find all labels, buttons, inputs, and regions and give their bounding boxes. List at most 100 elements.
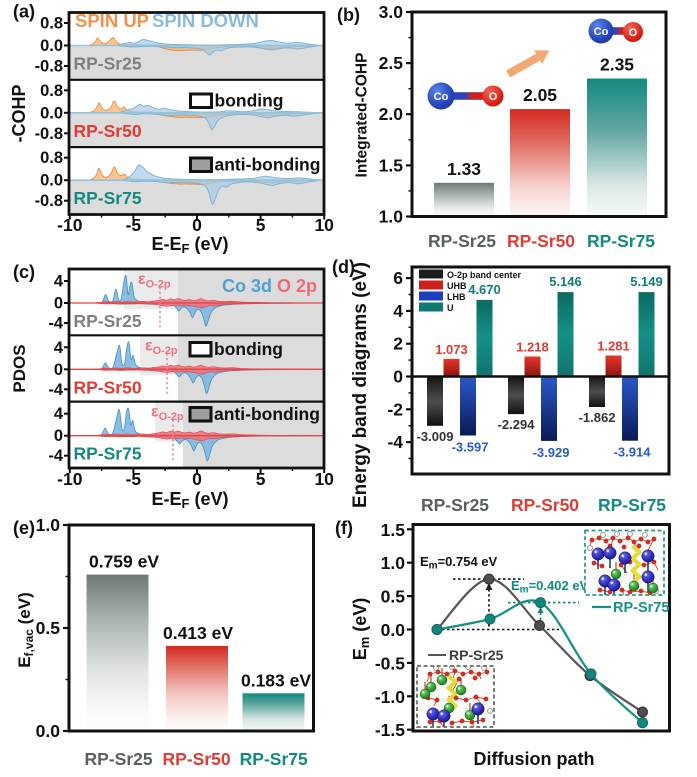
svg-text:-0.8: -0.8 [35,192,63,210]
svg-text:0.0: 0.0 [40,172,63,190]
svg-text:-10: -10 [57,469,83,489]
svg-text:0.0: 0.0 [40,104,63,122]
svg-text:RP-Sr50: RP-Sr50 [507,231,575,251]
svg-text:-4: -4 [48,381,63,399]
svg-text:4: 4 [393,301,403,321]
svg-text:2.05: 2.05 [523,85,557,105]
svg-text:Co 3d: Co 3d [222,276,272,296]
svg-text:0: 0 [54,427,63,445]
svg-text:0.413 eV: 0.413 eV [163,623,233,643]
svg-text:Ef,vac (eV): Ef,vac (eV) [15,592,36,668]
svg-text:-0.8: -0.8 [35,58,63,76]
svg-text:5.149: 5.149 [630,274,663,289]
svg-text:0.0: 0.0 [40,37,63,55]
svg-text:0: 0 [192,215,202,235]
svg-text:1.218: 1.218 [516,340,549,355]
svg-text:1.0: 1.0 [379,207,404,227]
svg-text:SPIN DOWN: SPIN DOWN [152,10,259,31]
svg-text:0.8: 0.8 [40,149,63,167]
svg-text:1.0: 1.0 [36,515,61,535]
svg-text:(a): (a) [13,2,35,22]
svg-text:RP-Sr75: RP-Sr75 [598,495,666,515]
svg-text:0.5: 0.5 [381,587,406,607]
svg-text:E-EF (eV): E-EF (eV) [152,234,229,256]
svg-text:RP-Sr50: RP-Sr50 [163,749,231,769]
svg-text:1.281: 1.281 [597,339,630,354]
svg-text:RP-Sr25: RP-Sr25 [428,231,496,251]
svg-text:RP-Sr75: RP-Sr75 [74,188,142,208]
svg-text:SPIN UP: SPIN UP [75,10,149,31]
svg-text:0.759 eV: 0.759 eV [89,552,159,572]
svg-text:Integrated-COHP: Integrated-COHP [354,53,371,178]
svg-text:1.5: 1.5 [379,155,404,175]
svg-text:(f): (f) [335,518,353,538]
svg-text:RP-Sr75: RP-Sr75 [587,231,655,251]
svg-text:-3.009: -3.009 [417,429,454,444]
svg-text:0: 0 [393,367,403,387]
svg-text:-4: -4 [48,315,63,333]
svg-text:2: 2 [393,334,403,354]
svg-text:O: O [489,91,498,103]
svg-text:4: 4 [54,405,64,423]
svg-text:-1.862: -1.862 [579,410,616,425]
svg-text:-10: -10 [57,215,83,235]
svg-text:0: 0 [192,469,202,489]
svg-text:-5: -5 [126,469,142,489]
svg-text:5: 5 [256,469,266,489]
svg-text:10: 10 [314,215,334,235]
svg-text:RP-Sr25: RP-Sr25 [421,495,489,515]
svg-text:Diffusion path: Diffusion path [474,749,595,769]
svg-text:1.0: 1.0 [381,553,406,573]
svg-text:0.8: 0.8 [40,82,63,100]
svg-text:bonding: bonding [214,339,283,359]
svg-text:Co: Co [594,26,609,38]
svg-text:2.0: 2.0 [379,104,404,124]
svg-text:-4: -4 [48,447,63,465]
svg-text:0: 0 [54,295,63,313]
svg-text:0: 0 [54,361,63,379]
svg-text:Em (eV): Em (eV) [350,598,372,661]
svg-text:-1.5: -1.5 [375,720,405,740]
svg-text:1.073: 1.073 [435,342,468,357]
svg-text:5.146: 5.146 [549,274,582,289]
svg-text:anti-bonding: anti-bonding [214,404,320,424]
svg-text:4.670: 4.670 [468,282,501,297]
svg-text:3.0: 3.0 [379,2,404,22]
svg-text:0.0: 0.0 [381,620,406,640]
svg-text:0.8: 0.8 [40,15,63,33]
svg-text:RP-Sr50: RP-Sr50 [74,377,142,397]
svg-text:-5: -5 [126,215,142,235]
svg-text:-0.5: -0.5 [375,653,405,673]
svg-text:bonding: bonding [215,91,284,111]
svg-text:-1.0: -1.0 [375,687,405,707]
svg-text:Energy band diagrams (eV): Energy band diagrams (eV) [350,262,371,508]
svg-text:RP-Sr75: RP-Sr75 [74,444,142,464]
svg-text:6: 6 [393,268,403,288]
svg-text:2.5: 2.5 [379,53,404,73]
svg-text:-2.294: -2.294 [498,417,536,432]
svg-text:1.33: 1.33 [447,159,481,179]
svg-text:RP-Sr75: RP-Sr75 [613,600,669,616]
svg-text:-3.597: -3.597 [452,440,489,455]
svg-text:(d): (d) [332,257,355,277]
svg-text:E-EF (eV): E-EF (eV) [152,489,229,511]
svg-text:(e): (e) [13,518,35,538]
svg-text:2.35: 2.35 [600,55,634,75]
svg-text:-0.8: -0.8 [35,125,63,143]
svg-text:RP-Sr50: RP-Sr50 [74,121,142,141]
svg-text:RP-Sr25: RP-Sr25 [85,749,153,769]
svg-text:RP-Sr25: RP-Sr25 [74,54,142,74]
svg-text:O 2p: O 2p [277,276,317,296]
svg-text:O-2p band center: O-2p band center [447,270,522,280]
svg-text:4: 4 [54,273,64,291]
svg-text:RP-Sr25: RP-Sr25 [449,647,504,663]
svg-text:0.0: 0.0 [36,721,61,741]
svg-text:5: 5 [256,215,266,235]
svg-text:LHB: LHB [447,292,466,302]
svg-text:4: 4 [54,339,64,357]
svg-text:Em=0.402 eV: Em=0.402 eV [511,578,589,596]
svg-text:0.183 eV: 0.183 eV [241,670,311,690]
svg-text:anti-bonding: anti-bonding [215,155,321,175]
svg-text:0.5: 0.5 [36,618,61,638]
svg-text:UHB: UHB [447,281,467,291]
